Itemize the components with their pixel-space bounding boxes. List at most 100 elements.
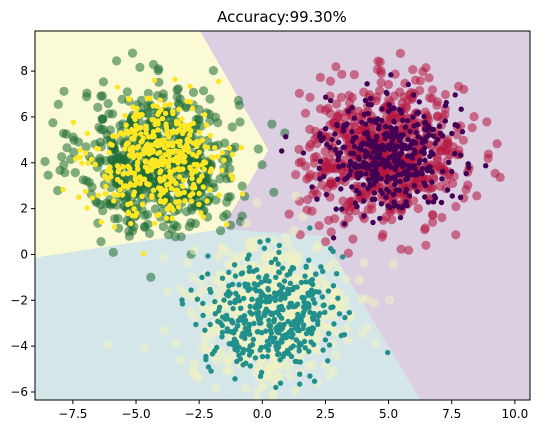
true-label-point <box>181 102 191 113</box>
prediction-point <box>190 151 196 158</box>
true-label-point <box>158 253 169 263</box>
prediction-point <box>295 311 301 317</box>
prediction-point <box>422 194 428 200</box>
prediction-point <box>251 281 257 287</box>
prediction-point <box>415 134 421 140</box>
prediction-point <box>130 153 137 159</box>
prediction-point <box>276 269 283 276</box>
prediction-point <box>414 169 420 176</box>
prediction-point <box>144 95 151 102</box>
true-label-point <box>356 294 367 304</box>
true-label-point <box>150 204 160 214</box>
prediction-point <box>422 157 428 164</box>
true-label-point <box>311 152 321 162</box>
prediction-point <box>349 128 355 135</box>
x-tick-label: 2.5 <box>316 407 335 421</box>
series-predictions-bottom <box>179 225 391 391</box>
prediction-point <box>399 159 405 165</box>
prediction-point <box>240 346 246 353</box>
prediction-point <box>353 187 360 194</box>
prediction-point <box>380 142 386 148</box>
prediction-point <box>255 329 261 335</box>
prediction-point <box>335 176 341 182</box>
true-label-point <box>463 180 473 190</box>
true-label-point <box>97 91 107 101</box>
prediction-point <box>238 315 244 321</box>
prediction-point <box>238 145 244 151</box>
true-label-point <box>175 284 186 294</box>
prediction-point <box>335 295 341 301</box>
prediction-point <box>383 89 389 96</box>
true-label-point <box>305 92 315 102</box>
prediction-point <box>449 130 455 137</box>
prediction-point <box>246 327 252 333</box>
prediction-point <box>236 282 242 288</box>
prediction-point <box>369 168 375 174</box>
prediction-point <box>363 171 369 177</box>
prediction-point <box>121 183 127 189</box>
true-label-point <box>160 325 170 335</box>
prediction-point <box>332 131 338 137</box>
prediction-point <box>142 158 148 165</box>
prediction-point <box>393 187 399 193</box>
prediction-point <box>436 123 443 129</box>
prediction-point <box>370 149 377 155</box>
prediction-point <box>164 206 171 212</box>
prediction-point <box>221 157 227 163</box>
prediction-point <box>348 150 354 156</box>
true-label-point <box>342 323 352 333</box>
prediction-point <box>411 147 418 153</box>
true-label-point <box>325 120 335 130</box>
prediction-point <box>84 205 90 211</box>
prediction-point <box>156 211 162 218</box>
prediction-point <box>365 176 372 183</box>
prediction-point <box>316 133 323 140</box>
true-label-point <box>325 76 336 86</box>
prediction-point <box>389 153 396 159</box>
prediction-point <box>103 183 109 190</box>
prediction-point <box>146 181 152 188</box>
prediction-point <box>89 195 96 201</box>
prediction-point <box>376 151 383 157</box>
plot-frame <box>34 30 531 401</box>
prediction-point <box>190 120 196 127</box>
prediction-point <box>395 171 401 178</box>
true-label-point <box>208 179 218 189</box>
prediction-point <box>315 313 322 319</box>
prediction-point <box>302 273 308 279</box>
prediction-point <box>286 304 292 310</box>
true-label-point <box>327 179 337 189</box>
prediction-point <box>300 325 306 332</box>
true-label-point <box>210 275 220 286</box>
prediction-point <box>226 341 232 347</box>
true-label-point <box>112 56 122 66</box>
true-label-point <box>264 361 274 371</box>
prediction-point <box>355 154 362 160</box>
true-label-point <box>303 360 313 370</box>
true-label-point <box>289 225 299 235</box>
prediction-point <box>242 332 248 339</box>
prediction-point <box>131 206 137 212</box>
prediction-point <box>388 72 394 78</box>
prediction-point <box>165 163 172 169</box>
prediction-point <box>117 187 123 193</box>
prediction-point <box>169 140 176 146</box>
true-label-point <box>340 295 350 305</box>
prediction-point <box>155 185 162 191</box>
prediction-point <box>423 134 430 140</box>
prediction-point <box>264 338 271 345</box>
prediction-point <box>149 117 155 123</box>
prediction-point <box>205 253 211 259</box>
prediction-point <box>93 145 100 152</box>
prediction-point <box>196 149 202 155</box>
true-label-point <box>263 370 273 380</box>
prediction-point <box>203 356 209 363</box>
prediction-point <box>365 135 372 142</box>
y-tick-label: 0 <box>20 247 28 261</box>
prediction-point <box>161 137 167 143</box>
prediction-point <box>150 103 156 109</box>
prediction-point <box>321 173 327 180</box>
prediction-point <box>166 181 172 187</box>
prediction-point <box>146 151 152 157</box>
true-label-point <box>53 185 63 196</box>
